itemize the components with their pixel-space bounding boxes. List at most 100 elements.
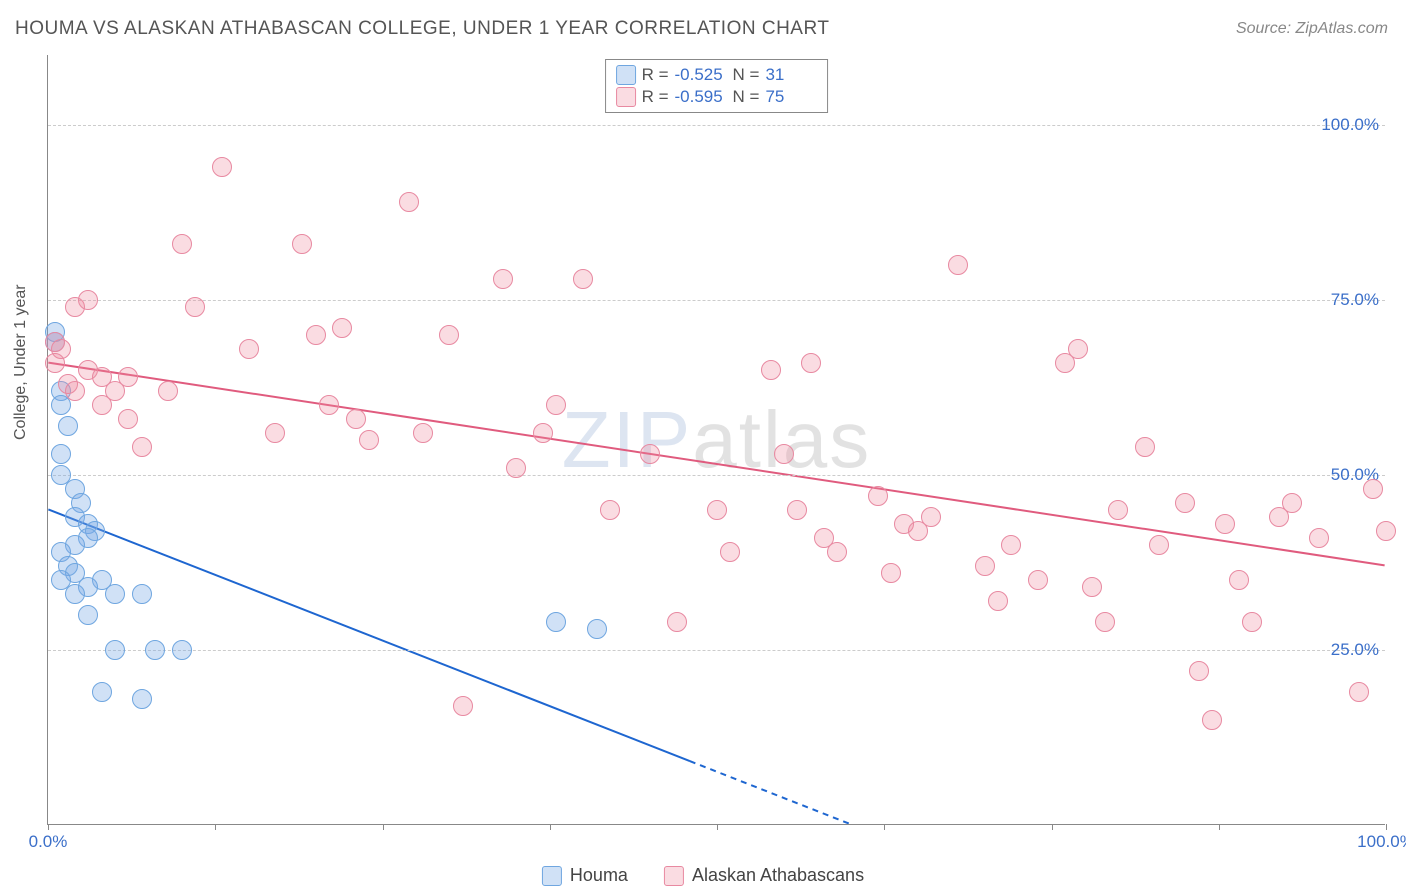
- data-point: [1108, 500, 1128, 520]
- data-point: [172, 234, 192, 254]
- data-point: [493, 269, 513, 289]
- y-tick-label: 25.0%: [1331, 640, 1379, 660]
- data-point: [1189, 661, 1209, 681]
- data-point: [145, 640, 165, 660]
- trend-lines: [48, 55, 1385, 824]
- data-point: [65, 584, 85, 604]
- data-point: [546, 395, 566, 415]
- x-tick-label: 100.0%: [1357, 832, 1406, 852]
- data-point: [265, 423, 285, 443]
- data-point: [1309, 528, 1329, 548]
- data-point: [359, 430, 379, 450]
- data-point: [439, 325, 459, 345]
- data-point: [132, 689, 152, 709]
- data-point: [1242, 612, 1262, 632]
- data-point: [1095, 612, 1115, 632]
- data-point: [1175, 493, 1195, 513]
- data-point: [185, 297, 205, 317]
- legend-item: Alaskan Athabascans: [664, 865, 864, 886]
- data-point: [105, 640, 125, 660]
- data-point: [667, 612, 687, 632]
- r-value: -0.525: [675, 65, 727, 85]
- data-point: [105, 584, 125, 604]
- gridline: [48, 300, 1385, 301]
- y-axis-label: College, Under 1 year: [12, 284, 30, 440]
- data-point: [761, 360, 781, 380]
- data-point: [1363, 479, 1383, 499]
- r-value: -0.595: [675, 87, 727, 107]
- x-tick-mark: [383, 824, 384, 830]
- data-point: [988, 591, 1008, 611]
- data-point: [118, 409, 138, 429]
- data-point: [132, 584, 152, 604]
- n-label: N =: [733, 87, 760, 107]
- data-point: [827, 542, 847, 562]
- source-attribution: Source: ZipAtlas.com: [1236, 20, 1388, 38]
- gridline: [48, 650, 1385, 651]
- data-point: [1229, 570, 1249, 590]
- data-point: [332, 318, 352, 338]
- data-point: [533, 423, 553, 443]
- legend-row: R = -0.525 N =31: [616, 64, 818, 86]
- x-tick-mark: [215, 824, 216, 830]
- data-point: [51, 444, 71, 464]
- data-point: [1376, 521, 1396, 541]
- legend-label: Houma: [570, 865, 628, 886]
- data-point: [707, 500, 727, 520]
- legend-row: R = -0.595 N =75: [616, 86, 818, 108]
- legend-swatch: [616, 87, 636, 107]
- data-point: [399, 192, 419, 212]
- data-point: [453, 696, 473, 716]
- data-point: [92, 682, 112, 702]
- n-value: 75: [765, 87, 817, 107]
- data-point: [506, 458, 526, 478]
- plot-area: ZIPatlas R = -0.525 N =31 R = -0.595 N =75 25…: [47, 55, 1385, 825]
- x-tick-mark: [48, 824, 49, 830]
- data-point: [118, 367, 138, 387]
- r-label: R =: [642, 87, 669, 107]
- data-point: [881, 563, 901, 583]
- n-label: N =: [733, 65, 760, 85]
- watermark-bold: ZIP: [562, 395, 692, 484]
- legend-label: Alaskan Athabascans: [692, 865, 864, 886]
- data-point: [319, 395, 339, 415]
- data-point: [640, 444, 660, 464]
- data-point: [413, 423, 433, 443]
- data-point: [212, 157, 232, 177]
- y-tick-label: 75.0%: [1331, 290, 1379, 310]
- correlation-legend: R = -0.525 N =31 R = -0.595 N =75: [605, 59, 829, 113]
- gridline: [48, 475, 1385, 476]
- data-point: [1215, 514, 1235, 534]
- data-point: [787, 500, 807, 520]
- legend-item: Houma: [542, 865, 628, 886]
- data-point: [587, 619, 607, 639]
- x-tick-mark: [1052, 824, 1053, 830]
- watermark-thin: atlas: [692, 395, 871, 484]
- data-point: [801, 353, 821, 373]
- y-tick-label: 100.0%: [1321, 115, 1379, 135]
- data-point: [921, 507, 941, 527]
- data-point: [172, 640, 192, 660]
- data-point: [1202, 710, 1222, 730]
- data-point: [1282, 493, 1302, 513]
- data-point: [1001, 535, 1021, 555]
- data-point: [306, 325, 326, 345]
- data-point: [45, 353, 65, 373]
- x-tick-label: 0.0%: [29, 832, 68, 852]
- data-point: [720, 542, 740, 562]
- data-point: [132, 437, 152, 457]
- x-tick-mark: [550, 824, 551, 830]
- n-value: 31: [765, 65, 817, 85]
- data-point: [292, 234, 312, 254]
- data-point: [1082, 577, 1102, 597]
- legend-swatch: [542, 866, 562, 886]
- x-tick-mark: [884, 824, 885, 830]
- data-point: [58, 416, 78, 436]
- data-point: [774, 444, 794, 464]
- data-point: [1028, 570, 1048, 590]
- r-label: R =: [642, 65, 669, 85]
- data-point: [1135, 437, 1155, 457]
- data-point: [158, 381, 178, 401]
- data-point: [600, 500, 620, 520]
- data-point: [1149, 535, 1169, 555]
